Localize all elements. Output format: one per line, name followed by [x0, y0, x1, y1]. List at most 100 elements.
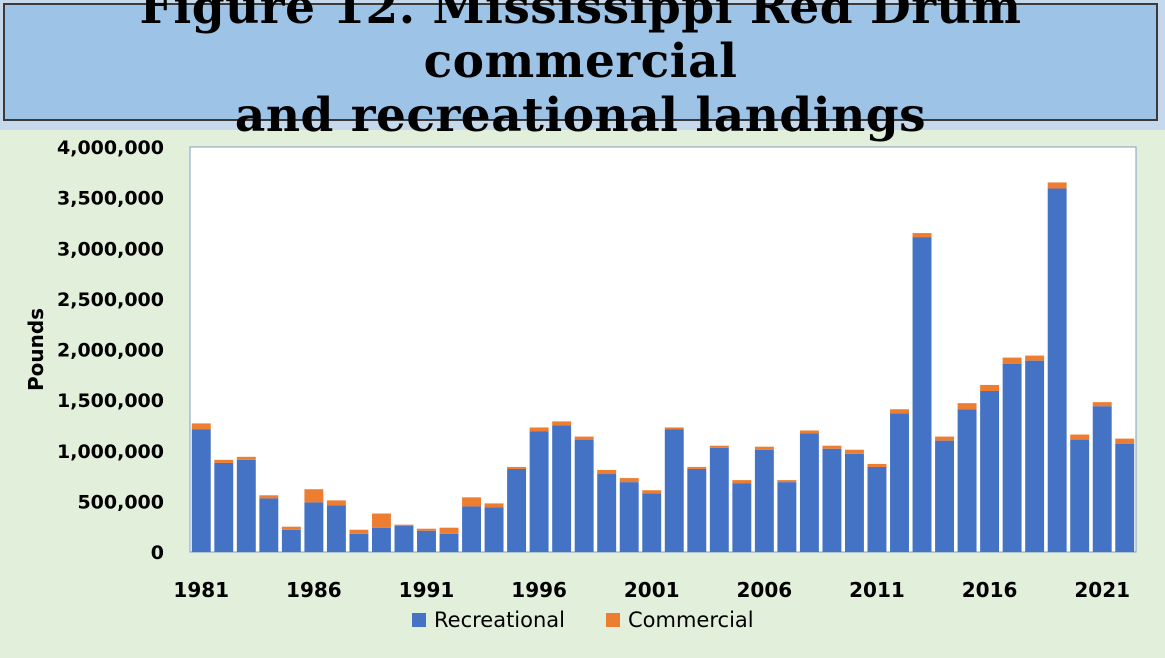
bar-commercial — [980, 384, 1000, 392]
title-band: Figure 12. Mississippi Red Drum commerci… — [0, 0, 1165, 143]
chart-title: Figure 12. Mississippi Red Drum commerci… — [5, 0, 1156, 143]
bar-commercial — [912, 233, 932, 238]
bar-recreational — [957, 409, 977, 552]
legend-swatch-commercial — [606, 613, 620, 627]
bar-recreational — [754, 449, 774, 552]
y-tick-label: 500,000 — [77, 491, 164, 513]
bar-recreational — [236, 459, 256, 552]
bar-commercial — [1092, 402, 1112, 407]
y-tick-label: 2,000,000 — [57, 340, 164, 362]
bar-recreational — [867, 466, 887, 552]
bar-commercial — [867, 463, 887, 467]
bar-commercial — [799, 430, 819, 434]
bar-commercial — [349, 529, 369, 534]
bar-recreational — [484, 507, 504, 552]
y-tick-label: 1,500,000 — [57, 390, 164, 412]
bar-commercial — [552, 421, 572, 426]
bar-recreational — [619, 482, 639, 552]
bar-recreational — [642, 493, 662, 552]
x-tick-label: 2016 — [962, 578, 1018, 602]
bar-recreational — [214, 462, 234, 552]
bar-recreational — [281, 529, 301, 552]
bar-commercial — [191, 423, 211, 430]
bar-recreational — [552, 425, 572, 552]
x-tick-label: 2021 — [1074, 578, 1130, 602]
bar-recreational — [844, 453, 864, 552]
bar-commercial — [281, 526, 301, 530]
title-box: Figure 12. Mississippi Red Drum commerci… — [3, 0, 1158, 143]
bar-recreational — [304, 502, 324, 552]
bar-commercial — [236, 456, 256, 460]
bar-commercial — [304, 489, 324, 503]
bar-recreational — [371, 527, 391, 552]
y-tick-label: 3,500,000 — [57, 188, 164, 210]
bar-commercial — [259, 495, 279, 499]
bar-commercial — [1025, 355, 1045, 361]
bar-recreational — [259, 498, 279, 552]
legend-label-commercial: Commercial — [628, 608, 754, 632]
bar-commercial — [462, 497, 482, 507]
bar-recreational — [1025, 360, 1045, 552]
bar-commercial — [890, 409, 909, 414]
bar-recreational — [439, 533, 459, 552]
bar-recreational — [326, 505, 346, 552]
bar-recreational — [890, 413, 909, 552]
x-tick-label: 2011 — [849, 578, 905, 602]
bar-commercial — [1002, 357, 1022, 364]
bar-commercial — [439, 527, 459, 534]
bar-recreational — [912, 237, 932, 553]
x-tick-label: 1991 — [399, 578, 455, 602]
x-tick-label: 1981 — [173, 578, 229, 602]
bar-commercial — [574, 436, 594, 440]
bar-recreational — [191, 429, 211, 552]
x-tick-label: 1996 — [511, 578, 567, 602]
bar-commercial — [417, 528, 436, 531]
bar-commercial — [687, 466, 707, 469]
legend-label-recreational: Recreational — [434, 608, 565, 632]
bar-commercial — [1115, 438, 1135, 444]
x-tick-label: 1986 — [286, 578, 342, 602]
bar-commercial — [844, 449, 864, 454]
bar-recreational — [777, 482, 797, 552]
x-axis-tick-labels: 1981 1986 1991 1996 2001 2006 2011 2016 2021 — [173, 578, 1130, 602]
bar-commercial — [709, 445, 729, 448]
bar-recreational — [597, 474, 617, 552]
bar-recreational — [980, 391, 1000, 552]
x-tick-label: 2006 — [737, 578, 793, 602]
bar-commercial — [371, 513, 391, 528]
bar-commercial — [642, 490, 662, 494]
bar-recreational — [1047, 188, 1067, 552]
bar-commercial — [214, 459, 234, 463]
bar-commercial — [619, 478, 639, 483]
bar-commercial — [732, 480, 752, 484]
bar-commercial — [935, 436, 955, 441]
y-tick-label: 3,000,000 — [57, 238, 164, 260]
bars — [191, 182, 1135, 553]
bar-commercial — [394, 524, 414, 526]
legend: Recreational Commercial — [412, 608, 754, 632]
bar-recreational — [394, 525, 414, 552]
bar-recreational — [507, 468, 527, 552]
y-tick-label: 0 — [151, 542, 164, 564]
bar-commercial — [326, 500, 346, 506]
bar-recreational — [709, 447, 729, 552]
bar-commercial — [484, 503, 504, 508]
bar-commercial — [597, 469, 617, 475]
bar-recreational — [935, 440, 955, 552]
x-tick-label: 2001 — [624, 578, 680, 602]
title-line-1: Figure 12. Mississippi Red Drum commerci… — [139, 0, 1022, 89]
bar-recreational — [1092, 406, 1112, 552]
bar-chart: 0 500,000 1,000,000 1,500,000 2,000,000 2,500… — [24, 137, 1137, 632]
bar-recreational — [574, 439, 594, 552]
bar-commercial — [507, 466, 527, 469]
bar-recreational — [664, 429, 684, 552]
y-axis-label: Pounds — [24, 308, 48, 391]
bar-recreational — [687, 468, 707, 552]
bar-recreational — [462, 506, 482, 552]
title-line-2: and recreational landings — [234, 88, 927, 143]
bar-recreational — [799, 433, 819, 552]
bar-recreational — [349, 533, 369, 552]
bar-recreational — [1070, 439, 1090, 552]
bar-commercial — [1047, 182, 1067, 189]
chart-area: 0 500,000 1,000,000 1,500,000 2,000,000 2,500… — [0, 130, 1165, 654]
